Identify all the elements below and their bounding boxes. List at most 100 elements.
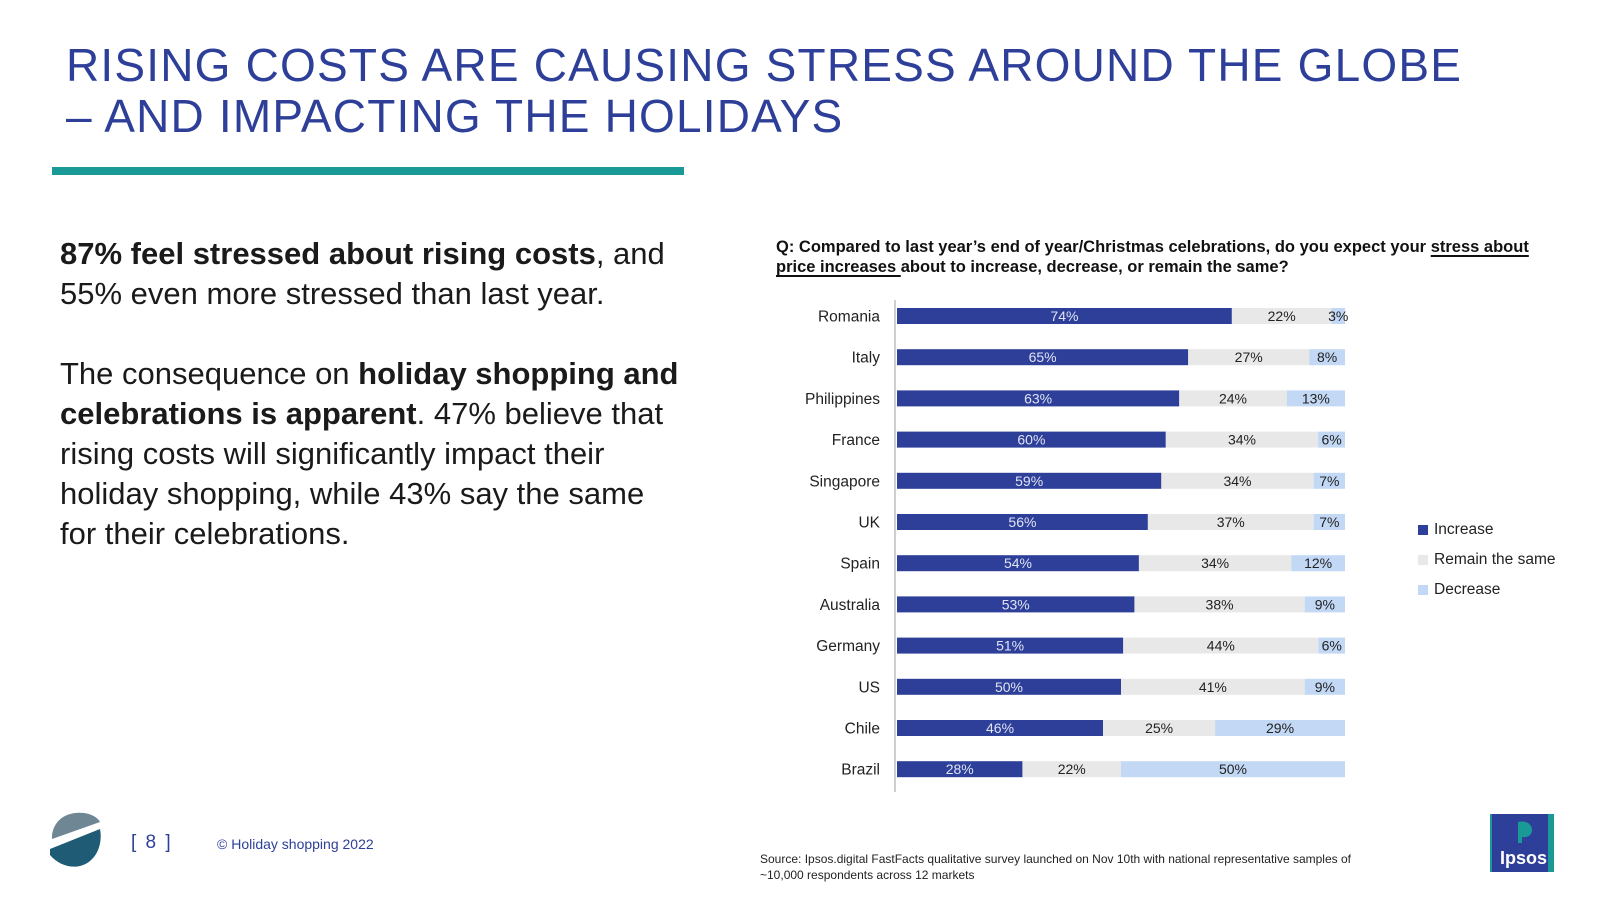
legend-label-decrease: Decrease [1434, 581, 1501, 598]
data-label-increase: 56% [1008, 514, 1036, 530]
bar-increase [897, 390, 1180, 407]
title-line-1: RISING COSTS ARE CAUSING STRESS AROUND T… [66, 39, 1463, 91]
data-label-decrease: 7% [1319, 514, 1339, 530]
data-label-decrease: 50% [1219, 761, 1247, 777]
bar-remain [1134, 596, 1305, 613]
category-label: Romania [818, 309, 880, 326]
paragraph-2-rest: . 47% believe that rising costs will sig… [60, 396, 664, 551]
data-label-remain: 41% [1199, 679, 1227, 695]
slide-title: RISING COSTS ARE CAUSING STRESS AROUND T… [66, 40, 1546, 142]
paragraph-2-bold: holiday shopping and celebrations is app… [60, 356, 679, 431]
category-label: Chile [845, 721, 880, 738]
bar-decrease [1304, 596, 1345, 613]
bar-decrease [1121, 761, 1345, 778]
data-label-increase: 28% [946, 761, 974, 777]
category-label: Philippines [805, 391, 880, 408]
bar-increase [897, 555, 1139, 572]
paragraph-2-start: The consequence on [60, 356, 359, 391]
data-label-increase: 54% [1004, 555, 1032, 571]
data-label-increase: 63% [1024, 390, 1052, 406]
paragraph-1-bold: 87% feel stressed about rising costs [60, 236, 596, 271]
chart-legend: Increase Remain the same Decrease [1418, 515, 1555, 605]
bar-remain [1022, 761, 1121, 778]
data-label-decrease: 3% [1328, 308, 1348, 324]
data-label-increase: 53% [1002, 596, 1030, 612]
footer-label: © Holiday shopping 2022 [217, 836, 374, 852]
source-note: Source: Ipsos.digital FastFacts qualitat… [760, 852, 1351, 882]
data-label-decrease: 9% [1315, 679, 1335, 695]
data-label-decrease: 12% [1304, 555, 1332, 571]
category-label: France [832, 432, 880, 449]
bar-decrease [1313, 472, 1345, 489]
bar-remain [1147, 514, 1314, 530]
data-label-remain: 22% [1058, 761, 1086, 777]
bar-increase [897, 514, 1148, 530]
legend-swatch-remain [1418, 555, 1428, 565]
survey-question: Q: Compared to last year’s end of year/C… [776, 237, 1536, 277]
category-label: Australia [820, 597, 881, 614]
bar-decrease [1309, 349, 1345, 366]
bar-remain [1161, 472, 1314, 489]
bar-remain [1123, 637, 1319, 654]
data-label-remain: 34% [1228, 432, 1256, 448]
page-number: [ 8 ] [131, 832, 173, 853]
bar-decrease [1286, 390, 1345, 407]
category-label: Spain [840, 556, 880, 573]
data-label-increase: 74% [1050, 308, 1078, 324]
body-text: 87% feel stressed about rising costs, an… [60, 234, 680, 594]
data-label-decrease: 8% [1317, 349, 1337, 365]
bar-increase [897, 720, 1104, 736]
paragraph-1: 87% feel stressed about rising costs, an… [60, 234, 680, 314]
bar-increase [897, 761, 1023, 778]
bar-decrease [1313, 514, 1345, 530]
bar-remain [1231, 308, 1332, 324]
question-prefix: Q: Compared to last year’s end of year/C… [776, 238, 1431, 256]
bar-decrease [1318, 637, 1345, 654]
data-label-remain: 24% [1219, 390, 1247, 406]
legend-label-remain: Remain the same [1434, 551, 1556, 568]
data-label-remain: 34% [1201, 555, 1229, 571]
legend-label-increase: Increase [1434, 521, 1494, 538]
data-label-increase: 50% [995, 679, 1023, 695]
title-underline-bar [52, 167, 684, 175]
bar-remain [1103, 720, 1216, 736]
question-suffix: about to increase, decrease, or remain t… [900, 258, 1289, 276]
slide-logo-icon [50, 812, 101, 867]
data-label-decrease: 29% [1266, 720, 1294, 736]
legend-swatch-increase [1418, 525, 1428, 535]
data-label-increase: 60% [1017, 432, 1045, 448]
data-label-increase: 59% [1015, 473, 1043, 489]
paragraph-1-rest: , and 55% even more stressed than last y… [60, 236, 665, 311]
bar-increase [897, 596, 1135, 613]
data-label-remain: 34% [1223, 473, 1251, 489]
ipsos-logo: Ipsos [1490, 814, 1554, 872]
data-label-remain: 37% [1217, 514, 1245, 530]
bar-increase [897, 678, 1121, 695]
bar-decrease [1331, 308, 1345, 324]
category-label: Italy [852, 350, 881, 367]
bar-decrease [1318, 431, 1345, 448]
bar-increase [897, 431, 1166, 448]
bar-remain [1121, 678, 1305, 695]
category-label: UK [858, 515, 880, 532]
category-label: Brazil [841, 762, 880, 779]
bar-increase [897, 472, 1162, 489]
bar-decrease [1304, 678, 1345, 695]
bar-remain [1179, 390, 1287, 407]
data-label-remain: 27% [1235, 349, 1263, 365]
bar-decrease [1291, 555, 1345, 572]
bar-remain [1138, 555, 1292, 572]
data-label-decrease: 13% [1302, 390, 1330, 406]
data-label-decrease: 9% [1315, 596, 1335, 612]
legend-swatch-decrease [1418, 585, 1428, 595]
category-label: Singapore [809, 473, 880, 490]
data-label-remain: 38% [1206, 596, 1234, 612]
category-label: US [858, 679, 880, 696]
data-label-decrease: 6% [1321, 432, 1341, 448]
bar-increase [897, 637, 1124, 654]
legend-item-remain: Remain the same [1418, 545, 1555, 575]
bar-remain [1165, 431, 1319, 448]
title-line-2: – AND IMPACTING THE HOLIDAYS [66, 90, 844, 142]
legend-item-increase: Increase [1418, 515, 1555, 545]
data-label-decrease: 7% [1319, 473, 1339, 489]
